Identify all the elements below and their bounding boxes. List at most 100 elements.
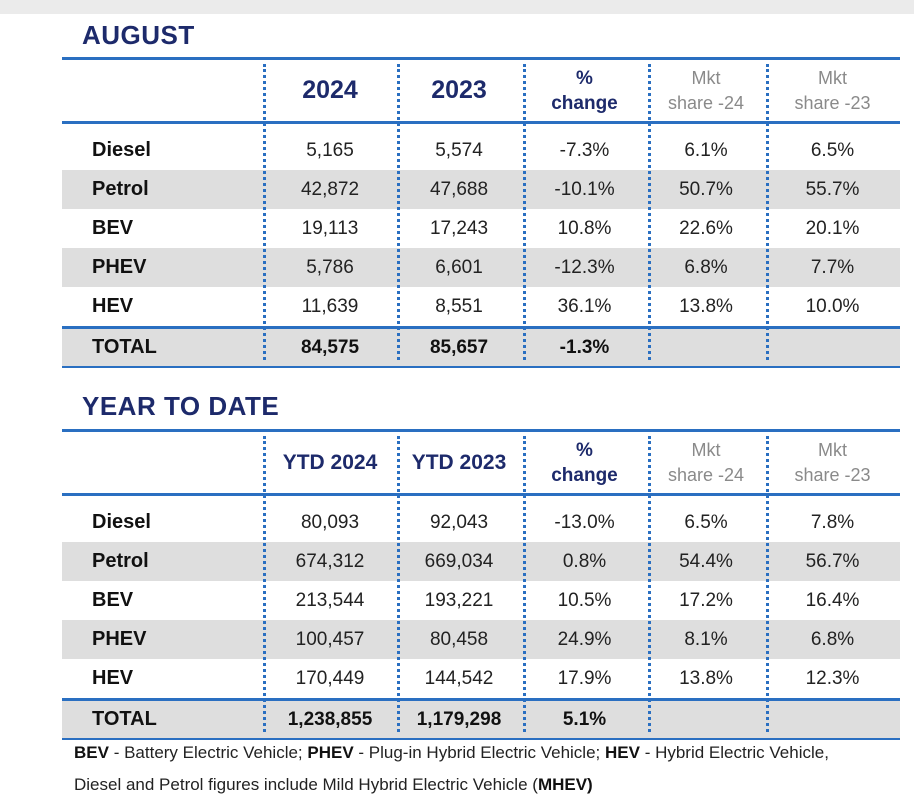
august-cell-fuel: Petrol [92,178,149,200]
ytd-cell-mkt-prev: 12.3% [805,667,860,689]
august-cell-fuel: PHEV [92,256,147,278]
august-column-divider [648,64,651,360]
ytd-header-mkt24: Mkt share -24 [647,432,765,493]
august-cell-pct: -12.3% [554,256,615,278]
ytd-cell-mkt-prev: 6.8% [810,628,855,650]
august-column-divider [263,64,266,360]
august-total-prev: 85,657 [429,336,489,358]
august-header-mkt23: Mkt share -23 [765,60,900,121]
august-cell-mkt-cur: 6.1% [684,139,728,161]
ytd-total-row: TOTAL 1,238,855 1,179,298 5.1% [62,698,900,740]
ytd-total-mkt-prev [765,701,900,738]
ytd-cell-pct: -13.0% [554,511,615,533]
august-header-pct-bottom: change [551,92,618,114]
august-total-cur: 84,575 [300,336,360,358]
ytd-column-divider [766,436,769,732]
august-cell-mkt-cur: 22.6% [679,217,733,239]
august-cell-mkt-cur: 50.7% [679,178,733,200]
ytd-cell-pct: 10.5% [557,589,612,611]
ytd-cell-fuel: HEV [92,667,134,689]
august-cell-pct: -7.3% [559,139,610,161]
august-cell-cur: 5,786 [306,256,354,278]
august-column-divider [397,64,400,360]
ytd-column-divider [263,436,266,732]
ytd-cell-mkt-cur: 54.4% [679,550,733,572]
ytd-title: YEAR TO DATE [82,391,280,421]
ytd-cell-fuel: Diesel [92,511,151,533]
ytd-total-fuel: TOTAL [92,708,157,730]
august-cell-pct: 36.1% [557,295,612,317]
ytd-header-mkt24-bottom: share -24 [667,464,745,485]
august-cell-pct: -10.1% [554,178,615,200]
august-cell-mkt-cur: 6.8% [684,256,728,278]
august-cell-prev: 47,688 [429,178,489,200]
ytd-row: PHEV 100,457 80,458 24.9% 8.1% 6.8% [62,620,900,659]
ytd-cell-prev: 80,458 [429,628,489,650]
ytd-column-divider [648,436,651,732]
ytd-cell-fuel: Petrol [92,550,149,572]
ytd-cell-prev: 193,221 [424,589,494,611]
august-header-mkt23-bottom: share -23 [794,92,871,113]
august-cell-cur: 5,165 [306,139,354,161]
ytd-cell-mkt-cur: 6.5% [684,511,728,533]
ytd-row: Diesel 80,093 92,043 -13.0% 6.5% 7.8% [62,503,900,542]
august-cell-fuel: Diesel [92,139,151,161]
footnote-line-2: Diesel and Petrol figures include Mild H… [74,769,894,801]
august-cell-mkt-prev: 6.5% [810,139,855,161]
august-header-row: 2024 2023 % change Mkt share -24 Mkt share -23 [62,60,900,124]
footnote: BEV - Battery Electric Vehicle; PHEV - P… [74,737,894,801]
ytd-cell-cur: 80,093 [300,511,360,533]
august-header-pct: % change [522,60,647,121]
ytd-header-mkt24-top: Mkt [691,439,721,460]
ytd-cell-prev: 669,034 [424,550,494,572]
august-cell-fuel: BEV [92,217,134,239]
ytd-header-col2: YTD 2023 [411,451,507,474]
footnote-segment: - Battery Electric Vehicle; [108,743,308,762]
ytd-cell-prev: 92,043 [429,511,489,533]
ytd-header-pct: % change [522,432,647,493]
august-header-mkt24: Mkt share -24 [647,60,765,121]
ytd-column-divider [397,436,400,732]
august-cell-prev: 5,574 [435,139,483,161]
footnote-segment: MHEV) [537,775,593,794]
august-header-mkt24-bottom: share -24 [667,92,745,113]
ytd-cell-cur: 170,449 [295,667,365,689]
ytd-row: HEV 170,449 144,542 17.9% 13.8% 12.3% [62,659,900,698]
august-cell-prev: 8,551 [435,295,483,317]
footnote-segment: HEV [605,743,640,762]
august-cell-mkt-prev: 20.1% [805,217,860,239]
august-cell-fuel: HEV [92,295,134,317]
ytd-cell-fuel: PHEV [92,628,147,650]
ytd-header-pct-top: % [576,439,593,461]
ytd-column-divider [523,436,526,732]
august-row: Diesel 5,165 5,574 -7.3% 6.1% 6.5% [62,131,900,170]
ytd-header-mkt23-top: Mkt [818,439,847,460]
ytd-row: Petrol 674,312 669,034 0.8% 54.4% 56.7% [62,542,900,581]
august-header-mkt24-top: Mkt [691,67,721,88]
ytd-cell-mkt-cur: 17.2% [679,589,733,611]
august-column-divider [766,64,769,360]
ytd-total-pct: 5.1% [562,708,607,730]
august-total-mkt-cur [647,329,765,366]
ytd-cell-prev: 144,542 [424,667,494,689]
ytd-cell-mkt-cur: 13.8% [679,667,733,689]
ytd-header-mkt23: Mkt share -23 [765,432,900,493]
august-cell-mkt-prev: 10.0% [805,295,860,317]
report-card [0,14,914,811]
footnote-line-1: BEV - Battery Electric Vehicle; PHEV - P… [74,737,894,769]
footnote-segment: - Plug-in Hybrid Electric Vehicle; [353,743,605,762]
august-header-col2: 2023 [431,76,487,104]
august-total-pct: -1.3% [559,336,610,358]
ytd-cell-cur: 213,544 [295,589,365,611]
ytd-cell-pct: 24.9% [557,628,612,650]
august-spacer [62,124,900,131]
footnote-segment: Diesel and Petrol figures include Mild H… [74,775,538,794]
ytd-row: BEV 213,544 193,221 10.5% 17.2% 16.4% [62,581,900,620]
ytd-header-pct-bottom: change [551,464,618,486]
august-cell-prev: 17,243 [429,217,489,239]
ytd-header-row: YTD 2024 YTD 2023% change Mkt share -24 Mkt sh… [62,432,900,496]
august-header-col1: 2024 [302,76,358,104]
ytd-cell-mkt-cur: 8.1% [684,628,728,650]
august-cell-cur: 11,639 [301,295,359,317]
august-total-fuel: TOTAL [92,336,157,358]
